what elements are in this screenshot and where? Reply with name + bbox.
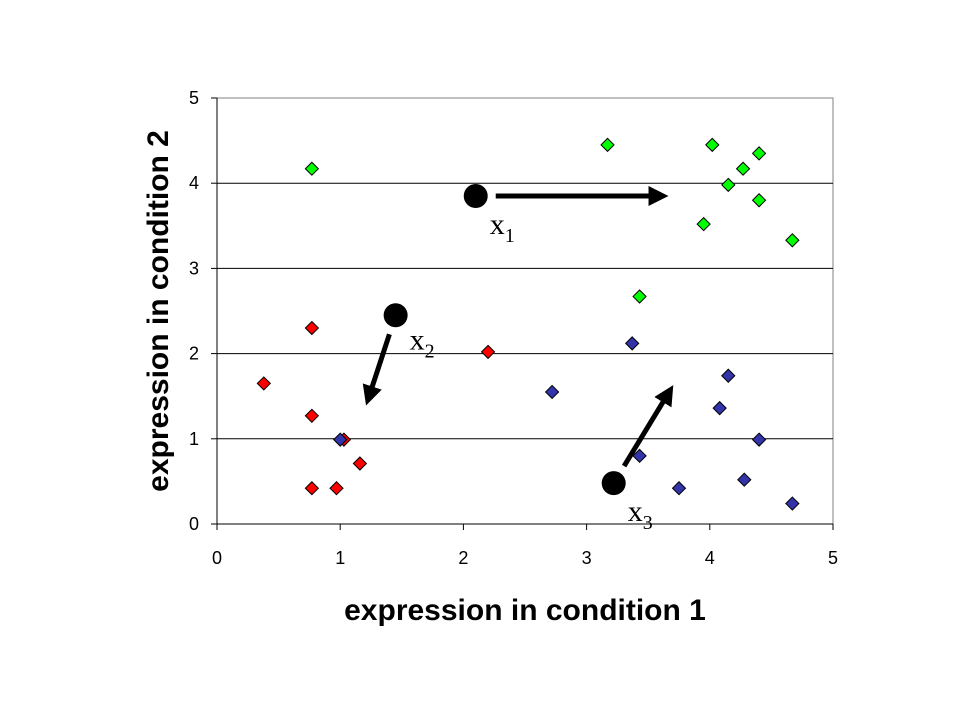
x-tick-labels: 0 1 2 3 4 5 (212, 548, 838, 568)
x-tick-label: 1 (335, 548, 345, 568)
data-point-diamond (705, 137, 720, 153)
data-point-diamond (751, 432, 767, 447)
data-point-diamond (329, 481, 344, 496)
data-point-diamond (721, 368, 736, 383)
centroids: x1 x2 x3 (362, 183, 674, 534)
centroid-marker (601, 471, 626, 496)
data-point-diamond (632, 448, 647, 464)
data-point-diamond (624, 336, 640, 351)
x-tick-label: 5 (828, 548, 838, 568)
data-point-diamond (735, 161, 751, 176)
data-point-diamond (544, 384, 560, 400)
centroid-label: x3 (628, 495, 653, 534)
data-point-diamond (304, 481, 320, 496)
axes (211, 97, 834, 530)
y-tick-label: 4 (189, 173, 199, 193)
data-point-diamond (751, 146, 767, 161)
centroid-label: x2 (410, 323, 435, 362)
x-tick-label: 0 (212, 548, 222, 568)
data-point-diamond (352, 456, 368, 471)
centroid-arrow (621, 385, 674, 468)
y-tick-label: 2 (189, 344, 199, 364)
data-point-diamond (712, 400, 727, 416)
y-axis-title: expression in condition 2 (142, 130, 175, 492)
centroid-arrow (362, 333, 392, 406)
y-tick-label: 0 (189, 514, 199, 534)
data-point-diamond (480, 344, 496, 360)
data-point-diamond (304, 320, 320, 336)
y-tick-label: 5 (189, 88, 199, 108)
data-point-diamond (304, 408, 320, 424)
data-point-diamond (332, 432, 348, 447)
centroid-marker (383, 303, 408, 328)
y-tick-labels: 0 1 2 3 4 5 (189, 88, 199, 534)
data-point-diamond (671, 481, 687, 496)
plot-area (216, 97, 834, 525)
data-point-diamond (785, 233, 800, 248)
data-point-diamond (751, 193, 767, 208)
data-point-diamond (785, 496, 800, 511)
centroid-marker (463, 183, 488, 208)
data-point-diamond (737, 472, 752, 487)
centroid-label: x1 (490, 208, 515, 247)
data-point-diamond (632, 289, 647, 304)
x-tick-label: 4 (705, 548, 715, 568)
x-tick-label: 3 (582, 548, 592, 568)
data-point-diamond (304, 161, 320, 176)
y-tick-label: 1 (189, 429, 199, 449)
data-point-diamond (721, 177, 736, 193)
data-point-diamond (696, 216, 711, 232)
x-tick-label: 2 (458, 548, 468, 568)
x-axis-title: expression in condition 1 (344, 594, 706, 627)
data-points (256, 137, 800, 511)
data-point-diamond (600, 137, 615, 153)
y-tick-label: 3 (189, 258, 199, 278)
data-point-diamond (256, 376, 272, 391)
